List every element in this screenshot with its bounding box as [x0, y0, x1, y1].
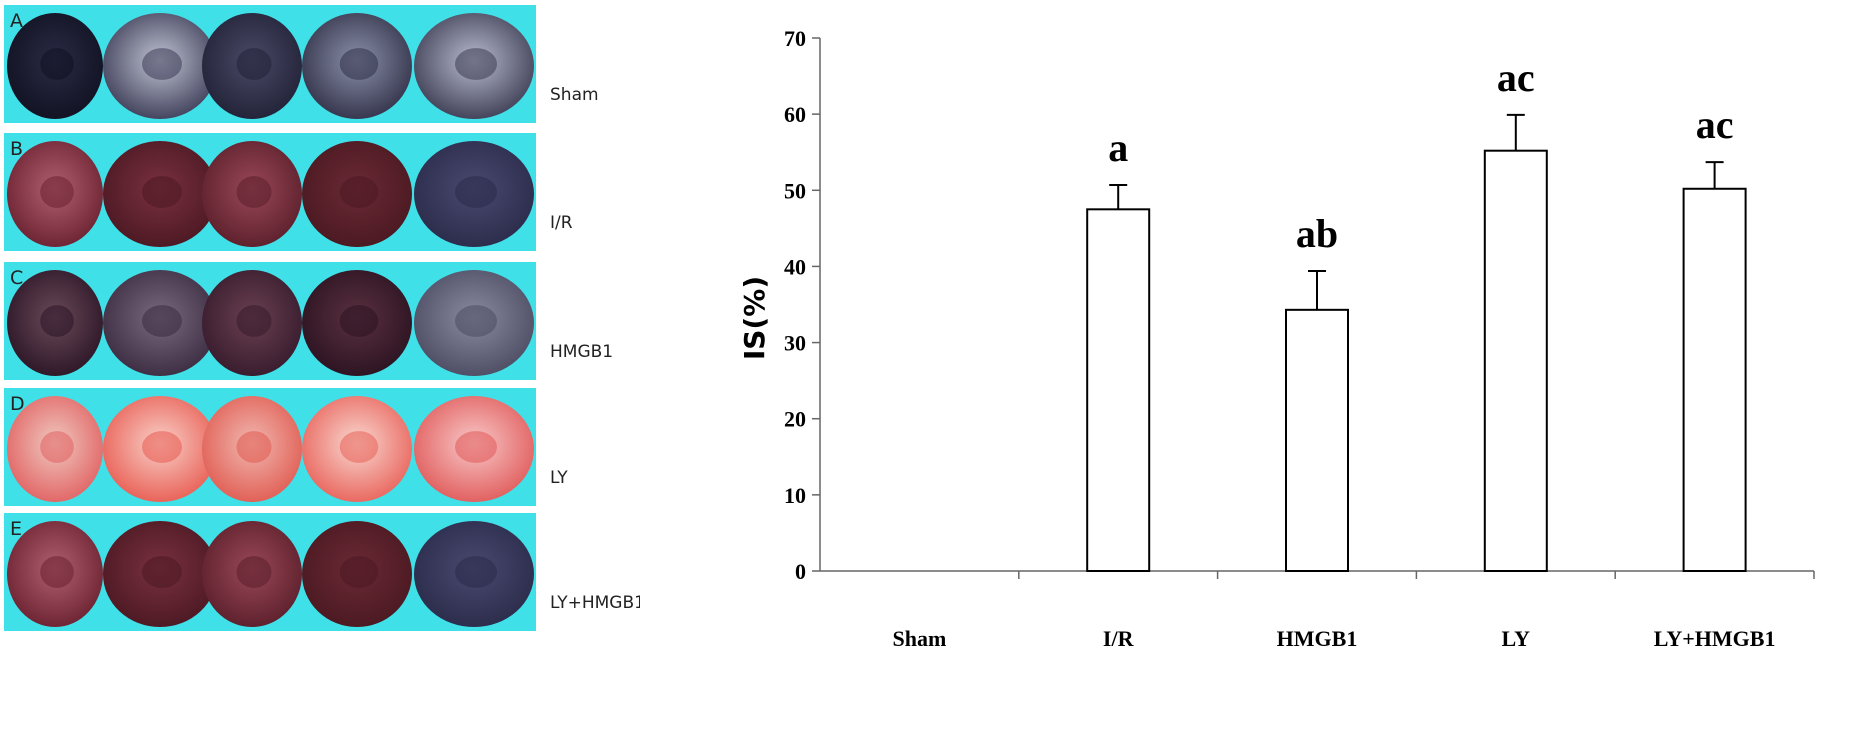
significance-label: ac [1497, 55, 1535, 100]
bar-ly [1483, 149, 1548, 572]
x-category-label: HMGB1 [1277, 626, 1358, 651]
heart-slice-center [236, 48, 272, 80]
y-tick-label: 20 [784, 407, 806, 432]
row-letter: D [10, 393, 25, 415]
significance-label: ab [1296, 211, 1338, 256]
x-category-label: LY [1502, 626, 1531, 651]
tissue-row-a: A Sham [4, 5, 599, 123]
y-tick-label: 60 [784, 102, 806, 127]
infarct-size-bar-chart: IS(%) 0 10 20 30 40 50 60 70 Sham a I/R ab HMGB1 ac LY… [740, 26, 1815, 651]
heart-slice-center [142, 176, 182, 208]
heart-slice-center [142, 431, 182, 463]
tissue-row-e: E LY+HMGB1 [4, 513, 640, 631]
heart-slice-center [455, 556, 497, 588]
heart-slice-center [236, 431, 272, 463]
x-category-label: I/R [1103, 626, 1135, 651]
heart-slice-center [40, 48, 74, 80]
heart-slice-center [40, 431, 74, 463]
heart-slice-center [339, 305, 379, 337]
row-letter: E [10, 518, 22, 540]
significance-label: ac [1696, 102, 1734, 147]
significance-label: a [1108, 125, 1128, 170]
heart-slice-center [142, 48, 182, 80]
tissue-row-d: D LY [4, 388, 568, 506]
y-tick-label: 50 [784, 178, 806, 203]
heart-slice-center [455, 176, 497, 208]
y-tick-label: 70 [784, 26, 806, 51]
bar-hmgb1 [1285, 308, 1349, 572]
bar-ly-hmgb1 [1682, 187, 1747, 573]
heart-slice-center [455, 305, 497, 337]
bar-i-r [1086, 208, 1151, 572]
row-label: Sham [550, 85, 599, 105]
row-label: LY+HMGB1 [550, 593, 640, 613]
heart-slice-center [40, 176, 74, 208]
heart-slice-center [40, 556, 74, 588]
y-tick-label: 40 [784, 254, 806, 279]
heart-slice-center [142, 556, 182, 588]
y-tick-label: 30 [784, 331, 806, 356]
y-tick-label: 0 [795, 559, 806, 584]
y-axis-label: IS(%) [740, 276, 771, 360]
x-category-label: Sham [893, 626, 947, 651]
chart-plot-area: 0 10 20 30 40 50 60 70 Sham a I/R ab HMGB1 ac LY ac LY+H… [784, 26, 1815, 651]
tissue-photo-panel: A Sham B I/R C HMGB1 D LY E LY+HMGB1 [4, 5, 640, 631]
row-label: I/R [550, 213, 573, 233]
heart-slice-center [339, 48, 379, 80]
row-letter: B [10, 138, 23, 160]
heart-slice-center [236, 176, 272, 208]
tissue-row-b: B I/R [4, 133, 573, 251]
heart-slice-center [142, 305, 182, 337]
heart-slice-center [40, 305, 74, 337]
y-tick-label: 10 [784, 483, 806, 508]
row-letter: A [10, 10, 23, 32]
row-label: LY [550, 468, 568, 488]
heart-slice-center [339, 556, 379, 588]
heart-slice-center [455, 48, 497, 80]
x-category-label: LY+HMGB1 [1654, 626, 1776, 651]
heart-slice-center [339, 176, 379, 208]
row-letter: C [10, 267, 23, 289]
tissue-row-c: C HMGB1 [4, 262, 613, 380]
heart-slice-center [339, 431, 379, 463]
heart-slice-center [236, 305, 272, 337]
row-label: HMGB1 [550, 342, 613, 362]
heart-slice-center [236, 556, 272, 588]
heart-slice-center [455, 431, 497, 463]
